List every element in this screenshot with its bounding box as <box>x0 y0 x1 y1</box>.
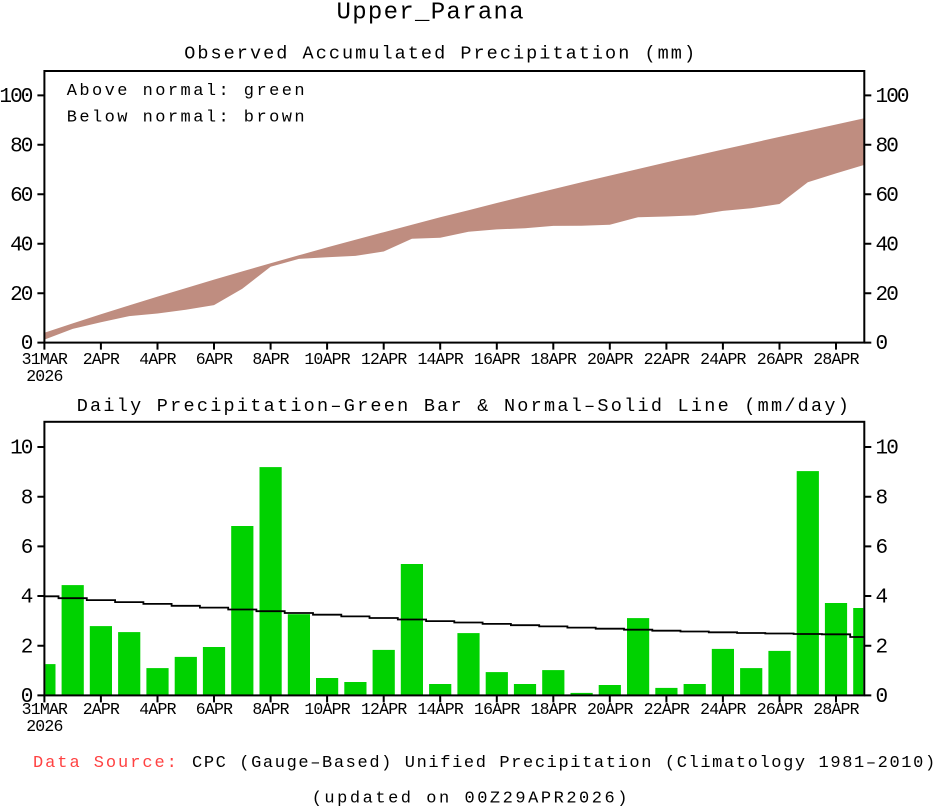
svg-text:24APR: 24APR <box>700 350 746 369</box>
svg-text:14APR: 14APR <box>417 350 463 369</box>
svg-text:16APR: 16APR <box>474 350 520 369</box>
svg-text:24APR: 24APR <box>700 700 746 719</box>
svg-text:10: 10 <box>10 438 33 461</box>
svg-text:22APR: 22APR <box>644 350 690 369</box>
svg-text:26APR: 26APR <box>757 700 803 719</box>
svg-text:6: 6 <box>876 537 888 560</box>
svg-text:60: 60 <box>10 185 33 208</box>
svg-text:20: 20 <box>876 284 899 307</box>
svg-text:80: 80 <box>876 135 899 158</box>
svg-text:4APR: 4APR <box>139 350 176 369</box>
svg-text:31MAR: 31MAR <box>22 700 68 719</box>
svg-text:Daily Precipitation–Green Bar: Daily Precipitation–Green Bar & Normal–S… <box>77 396 851 417</box>
svg-text:8APR: 8APR <box>252 700 289 719</box>
svg-text:Upper_Parana: Upper_Parana <box>337 0 525 26</box>
svg-text:6APR: 6APR <box>196 350 233 369</box>
svg-text:2APR: 2APR <box>83 700 120 719</box>
svg-text:22APR: 22APR <box>644 700 690 719</box>
svg-text:100: 100 <box>0 86 33 109</box>
svg-text:8: 8 <box>21 487 33 510</box>
svg-text:Above normal: green: Above normal: green <box>67 82 307 101</box>
svg-text:20APR: 20APR <box>587 350 633 369</box>
svg-text:14APR: 14APR <box>417 700 463 719</box>
svg-text:6APR: 6APR <box>196 700 233 719</box>
svg-text:2026: 2026 <box>26 717 62 736</box>
svg-text:18APR: 18APR <box>531 700 577 719</box>
svg-text:0: 0 <box>876 333 888 356</box>
svg-text:2: 2 <box>876 636 888 659</box>
svg-text:31MAR: 31MAR <box>22 350 68 369</box>
svg-text:100: 100 <box>876 86 909 109</box>
svg-text:16APR: 16APR <box>474 700 520 719</box>
svg-text:Below normal: brown: Below normal: brown <box>67 109 307 128</box>
svg-text:18APR: 18APR <box>531 350 577 369</box>
svg-text:8APR: 8APR <box>252 350 289 369</box>
svg-text:26APR: 26APR <box>757 350 803 369</box>
svg-text:12APR: 12APR <box>361 700 407 719</box>
svg-text:Data Source:: Data Source: <box>33 754 179 773</box>
svg-text:2: 2 <box>21 636 33 659</box>
svg-text:0: 0 <box>21 686 33 709</box>
svg-text:0: 0 <box>876 686 888 709</box>
svg-text:10: 10 <box>876 438 899 461</box>
svg-text:4: 4 <box>21 587 33 610</box>
svg-text:4APR: 4APR <box>139 700 176 719</box>
svg-text:2APR: 2APR <box>83 350 120 369</box>
svg-text:20: 20 <box>10 284 33 307</box>
svg-text:0: 0 <box>21 333 33 356</box>
svg-text:10APR: 10APR <box>304 700 350 719</box>
svg-text:6: 6 <box>21 537 33 560</box>
svg-text:Observed Accumulated Precipita: Observed Accumulated Precipitation (mm) <box>184 44 697 65</box>
svg-text:10APR: 10APR <box>304 350 350 369</box>
svg-text:28APR: 28APR <box>813 700 859 719</box>
svg-text:4: 4 <box>876 587 888 610</box>
svg-text:(updated on 00Z29APR2026): (updated on 00Z29APR2026) <box>312 790 630 809</box>
svg-text:20APR: 20APR <box>587 700 633 719</box>
svg-text:60: 60 <box>876 185 899 208</box>
svg-text:12APR: 12APR <box>361 350 407 369</box>
svg-text:8: 8 <box>876 487 888 510</box>
svg-text:28APR: 28APR <box>813 350 859 369</box>
svg-text:40: 40 <box>876 234 899 257</box>
svg-text:40: 40 <box>10 234 33 257</box>
svg-text:2026: 2026 <box>26 367 62 386</box>
svg-text:CPC (Gauge–Based) Unified Prec: CPC (Gauge–Based) Unified Precipitation … <box>192 754 933 773</box>
svg-text:80: 80 <box>10 135 33 158</box>
